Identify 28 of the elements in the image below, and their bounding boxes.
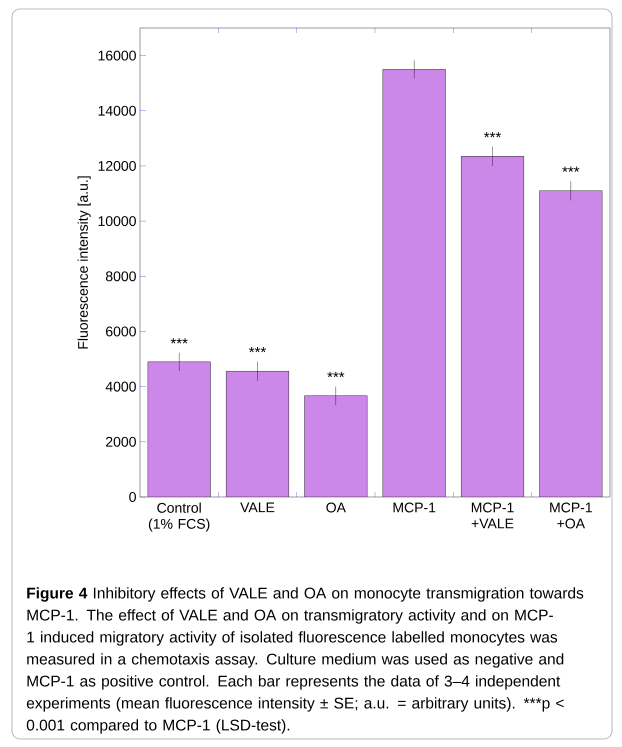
bar xyxy=(539,190,602,497)
x-tick-label: MCP-1 +VALE xyxy=(472,502,514,528)
y-tick-label: 14000 xyxy=(98,106,136,116)
annotation: *** xyxy=(327,372,344,378)
y-tick-label: 0 xyxy=(129,492,136,502)
bar xyxy=(461,156,524,497)
x-tick-label: MCP-1 +OA xyxy=(550,502,592,528)
x-tick-label: MCP-1 xyxy=(394,502,436,512)
y-tick-label: 10000 xyxy=(98,216,136,226)
y-axis-title: Fluorescence intensity [a.u.] xyxy=(78,176,91,349)
bar xyxy=(382,69,446,497)
x-tick-label: VALE xyxy=(240,502,274,512)
annotation: *** xyxy=(484,132,502,138)
y-tick-label: 12000 xyxy=(98,160,136,171)
bar xyxy=(148,362,210,497)
y-tick-label: 2000 xyxy=(106,436,136,447)
y-tick-label: 8000 xyxy=(106,271,136,282)
text: Figure 4 Inhibitory effects of VALE and OA on monocyte transmigration towards MCP-1. The effect of VALE and OA on transmigratory activity and on MCP-1 induced migratory activity of isolated fluorescence labelled monocytes was measured in a chemotaxis assay. Culture medium was used as negative and MCP-1 as positive control. Each bar represents the data of 3–4 independent experiments (mean fluorescence intensity ± SE; a.u. = arbitrary units). ***p < 0.001 compared to MCP-1 (LSD-test). xyxy=(26,587,584,734)
bar xyxy=(304,396,368,497)
annotation: *** xyxy=(562,166,580,172)
y-tick-label: 6000 xyxy=(106,326,136,336)
y-tick-label: 4000 xyxy=(106,382,136,392)
x-tick-label: OA xyxy=(326,502,346,512)
annotation: *** xyxy=(248,347,266,352)
y-tick-label: 16000 xyxy=(98,50,136,61)
x-tick-label: Control (1% FCS) xyxy=(148,502,210,532)
bar xyxy=(226,371,289,497)
annotation: *** xyxy=(170,338,188,344)
